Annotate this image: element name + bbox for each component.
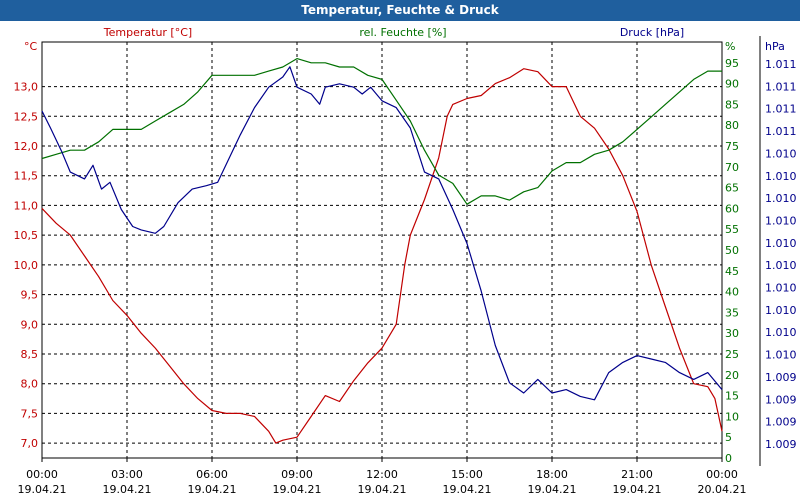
pressure-tick-label: 1.010 [765, 304, 797, 317]
pressure-tick-label: 1.010 [765, 192, 797, 205]
temp-tick-label: 8,5 [21, 348, 39, 361]
humidity-tick-label: 55 [725, 223, 739, 236]
pressure-tick-label: 1.010 [765, 147, 797, 160]
pressure-tick-label: 1.010 [765, 326, 797, 339]
humidity-unit-label: % [725, 40, 735, 53]
temp-unit-label: °C [24, 40, 38, 53]
series-line-temperature [41, 68, 723, 444]
pressure-tick-label: 1.011 [765, 125, 797, 138]
humidity-axis-title: rel. Feuchte [%] [359, 26, 446, 39]
pressure-tick-label: 1.010 [765, 349, 797, 362]
temp-tick-label: 7,5 [21, 407, 39, 420]
temp-tick-label: 11,0 [14, 199, 39, 212]
x-tick-date: 19.04.21 [358, 483, 407, 496]
x-tick-date: 19.04.21 [188, 483, 237, 496]
humidity-tick-label: 20 [725, 369, 739, 382]
pressure-tick-label: 1.010 [765, 214, 797, 227]
x-tick-time: 12:00 [366, 468, 398, 481]
x-tick-date: 20.04.21 [698, 483, 747, 496]
temp-axis-title: Temperatur [°C] [103, 26, 192, 39]
x-tick-date: 19.04.21 [18, 483, 67, 496]
humidity-tick-label: 65 [725, 182, 739, 195]
humidity-tick-label: 40 [725, 286, 739, 299]
humidity-tick-label: 45 [725, 265, 739, 278]
x-tick-time: 09:00 [281, 468, 313, 481]
temp-tick-label: 8,0 [21, 378, 39, 391]
temp-tick-label: 12,5 [14, 110, 39, 123]
humidity-tick-label: 95 [725, 57, 739, 70]
x-tick-date: 19.04.21 [443, 483, 492, 496]
temp-tick-label: 9,0 [21, 318, 39, 331]
pressure-tick-label: 1.011 [765, 80, 797, 93]
humidity-tick-label: 70 [725, 161, 739, 174]
pressure-tick-label: 1.009 [765, 416, 797, 429]
pressure-tick-label: 1.010 [765, 259, 797, 272]
pressure-tick-label: 1.009 [765, 438, 797, 451]
humidity-tick-label: 80 [725, 119, 739, 132]
weather-chart: 00:00 19.04.21 03:00 19.04.21 06:00 19.04.21 0… [14, 26, 797, 496]
humidity-tick-label: 75 [725, 140, 739, 153]
humidity-tick-label: 0 [725, 452, 732, 465]
x-tick-date: 19.04.21 [528, 483, 577, 496]
pressure-tick-label: 1.010 [765, 282, 797, 295]
humidity-tick-label: 90 [725, 78, 739, 91]
x-tick-time: 03:00 [111, 468, 143, 481]
pressure-axis-title: Druck [hPa] [620, 26, 684, 39]
pressure-tick-label: 1.011 [765, 58, 797, 71]
humidity-tick-label: 60 [725, 202, 739, 215]
x-tick-time: 18:00 [536, 468, 568, 481]
temp-tick-label: 10,0 [14, 259, 39, 272]
temp-tick-label: 11,5 [14, 170, 39, 183]
humidity-tick-label: 25 [725, 348, 739, 361]
temp-tick-label: 10,5 [14, 229, 39, 242]
x-tick-time: 00:00 [706, 468, 738, 481]
x-tick-date: 19.04.21 [273, 483, 322, 496]
humidity-tick-label: 50 [725, 244, 739, 257]
humidity-tick-label: 35 [725, 306, 739, 319]
x-tick-date: 19.04.21 [613, 483, 662, 496]
temp-tick-label: 7,0 [21, 437, 39, 450]
pressure-unit-label: hPa [765, 40, 785, 53]
pressure-tick-label: 1.011 [765, 103, 797, 116]
pressure-tick-label: 1.010 [765, 170, 797, 183]
humidity-tick-label: 10 [725, 410, 739, 423]
humidity-tick-label: 5 [725, 431, 732, 444]
x-tick-time: 15:00 [451, 468, 483, 481]
pressure-tick-label: 1.009 [765, 393, 797, 406]
series-line-pressure [41, 66, 723, 401]
temp-tick-label: 13,0 [14, 81, 39, 94]
x-tick-time: 06:00 [196, 468, 228, 481]
humidity-tick-label: 30 [725, 327, 739, 340]
x-tick-date: 19.04.21 [103, 483, 152, 496]
pressure-tick-label: 1.009 [765, 371, 797, 384]
chart-title: Temperatur, Feuchte & Druck [0, 0, 800, 21]
temp-tick-label: 9,5 [21, 289, 39, 302]
temp-tick-label: 12,0 [14, 140, 39, 153]
series-line-humidity [41, 57, 722, 205]
pressure-tick-label: 1.010 [765, 237, 797, 250]
x-tick-time: 00:00 [26, 468, 58, 481]
humidity-tick-label: 15 [725, 390, 739, 403]
humidity-tick-label: 85 [725, 98, 739, 111]
x-tick-time: 21:00 [621, 468, 653, 481]
